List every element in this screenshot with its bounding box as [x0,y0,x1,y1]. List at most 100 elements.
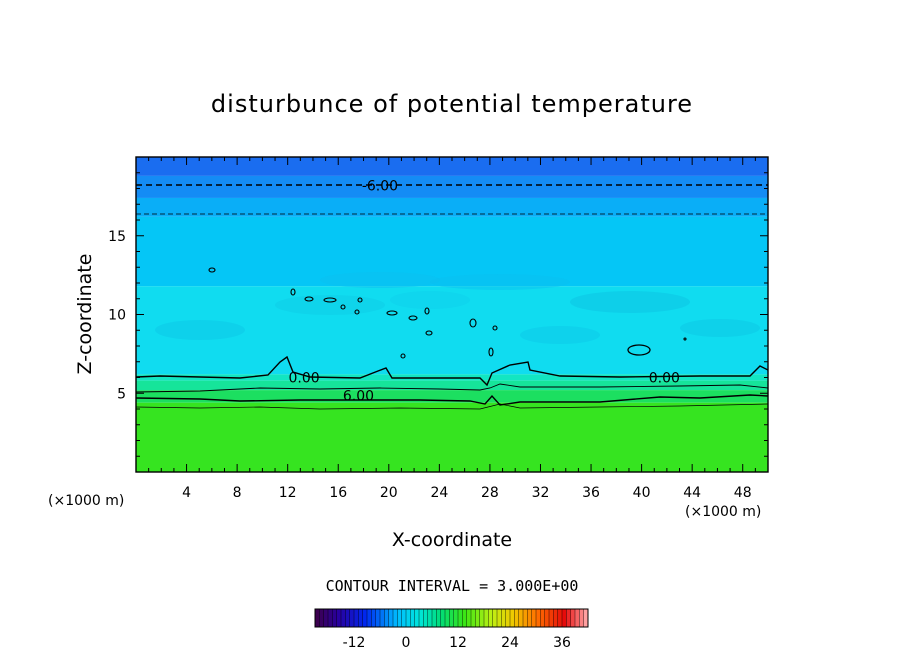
x-tick-label: 20 [380,485,398,501]
colorbar-cell [501,609,507,627]
colorbar-cell [579,609,585,627]
x-axis-title: X-coordinate [392,529,512,551]
colorbar-cell [466,609,472,627]
colorbar-cell [575,609,580,627]
chart-title: disturbunce of potential temperature [211,90,693,118]
y-tick-label: 5 [117,386,126,402]
colorbar-cell [462,609,468,627]
x-tick-label: 36 [582,485,600,501]
band-8 [136,402,768,472]
colorbar-cell [540,609,546,627]
colorbar-cell [384,609,390,627]
colorbar-cell [471,609,476,627]
x-unit-label: (×1000 m) [685,504,761,520]
colorbar-cell [323,609,329,627]
colorbar-tick-label: 24 [501,635,519,651]
colorbar-cell [484,609,489,627]
x-tick-label: 4 [182,485,191,501]
colorbar-cell [371,609,377,627]
colorbar-cell [315,609,320,627]
colorbar-cell [583,609,589,627]
colorbar-cell [475,609,481,627]
colorbar-cell [362,609,368,627]
colorbar-cell [458,609,463,627]
colorbar-cell [380,609,385,627]
colorbar-cell [332,609,338,627]
colorbar-cell [536,609,541,627]
colorbar-cell [427,609,433,627]
colorbar-cell [453,609,459,627]
colorbar-cell [557,609,563,627]
colorbar-cell [479,609,485,627]
colorbar-cell [549,609,554,627]
x-axis: 4 8 12 16 20 24 28 32 36 40 44 48 [148,157,756,501]
contour-label-2: 0.00 [649,371,680,387]
band-1 [136,175,768,198]
colorbar-cell [566,609,572,627]
contour-line-3 [136,383,768,393]
band-2 [136,197,768,217]
z-unit-label: (×1000 m) [48,493,124,509]
band-3 [136,216,768,287]
x-tick-label: 28 [481,485,499,501]
colorbar-cell [319,609,325,627]
colorbar-cell [406,609,411,627]
colorbar-cell [570,609,576,627]
colorbar-cell [553,609,559,627]
x-tick-label: 40 [633,485,651,501]
band-0 [136,157,768,176]
colorbar-cell [562,609,567,627]
colorbar-cell [328,609,333,627]
colorbar-cell [449,609,455,627]
colorbar-cell [531,609,537,627]
colorbar-cell [523,609,528,627]
colorbar-tick-label: 12 [449,635,467,651]
x-tick-label: 44 [683,485,701,501]
contour-label-3: 6.00 [343,389,374,405]
x-tick-label: 12 [279,485,297,501]
colorbar-cell [505,609,511,627]
colorbar-tick-label: 0 [402,635,411,651]
colorbar-cell [510,609,515,627]
colorbar-tick-label: -12 [343,635,366,651]
contour-lines [136,184,768,410]
colorbar-cell [358,609,364,627]
colorbar-cell [445,609,450,627]
colorbar-cell [518,609,524,627]
contour-line-6 [136,394,768,406]
colorbar-cell [401,609,407,627]
x-tick-label: 32 [532,485,550,501]
colorbar-label: CONTOUR INTERVAL = 3.000E+00 [326,577,579,595]
colorbar-cell [514,609,520,627]
y-axis: 5 10 15 [108,172,768,457]
colorbar-cell [341,609,346,627]
colorbar-cell [497,609,502,627]
x-tick-label: 16 [329,485,347,501]
colorbar-cell [388,609,394,627]
plot-area: -6.00 0.00 0.00 6.00 [136,157,768,472]
colorbar-cell [423,609,429,627]
colorbar-cell [354,609,359,627]
colorbar-cell [488,609,494,627]
colorbar-cell [432,609,437,627]
contour-label-1: 0.00 [289,371,320,387]
colorbar-cell [440,609,446,627]
contour-label-0: -6.00 [362,178,398,194]
colorbar-cell [367,609,372,627]
colorbar-cell [527,609,533,627]
y-tick-label: 10 [108,308,126,324]
colorbar-cell [393,609,398,627]
colorbar-cell [349,609,355,627]
colorbar-cell [375,609,381,627]
contour-line-0 [136,355,768,387]
colorbar-cell [336,609,342,627]
colorbar-frame [314,608,589,628]
colorbar: -12 0 12 24 36 [314,608,589,651]
colorbar-cell [414,609,420,627]
colorbar-cell [345,609,351,627]
y-tick-label: 15 [108,229,126,245]
contour-line-9 [136,403,768,410]
y-axis-title: Z-coordinate [74,254,96,375]
